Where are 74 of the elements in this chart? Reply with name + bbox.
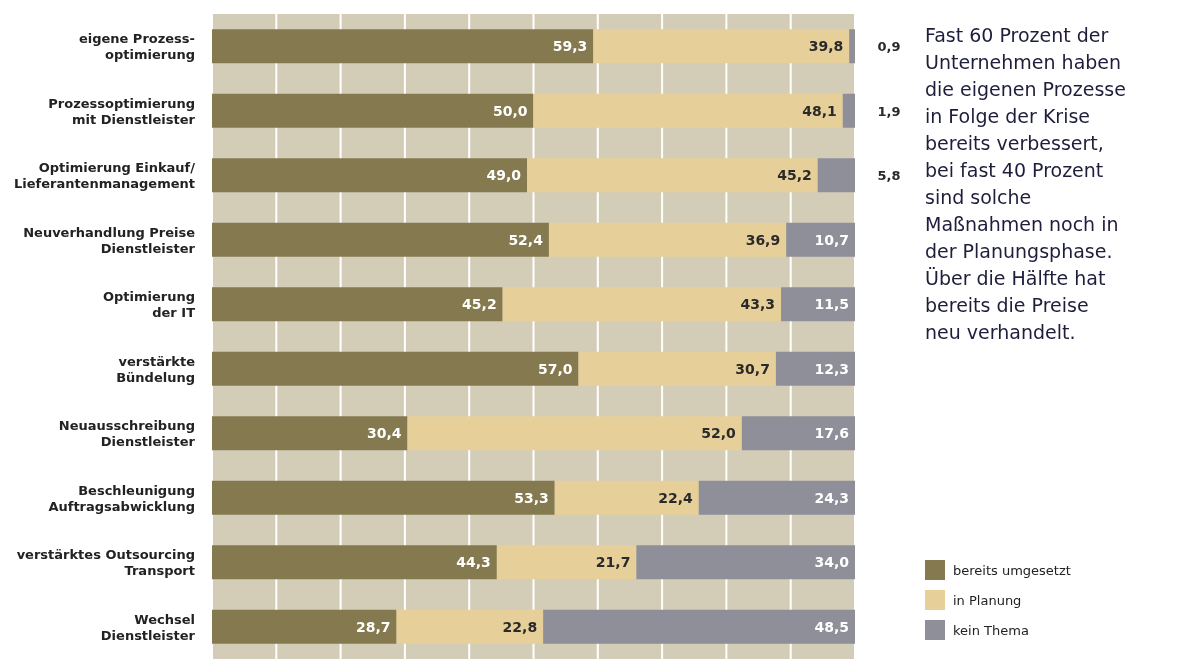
bar <box>543 609 855 644</box>
y-tick-label: Beschleunigung Auftragsabwicklung <box>48 482 195 514</box>
y-tick-label: eigene Prozess- optimierung <box>78 31 195 63</box>
data-label: 59,3 <box>552 38 588 55</box>
data-label: 12,3 <box>814 360 849 377</box>
data-label: 11,5 <box>814 296 849 313</box>
bar <box>533 93 843 128</box>
data-label: 52,0 <box>701 425 737 442</box>
data-label: 28,7 <box>355 618 391 635</box>
legend-label: bereits umgesetzt <box>953 563 1071 578</box>
y-tick-label: Neuverhandlung Preise Dienstleister <box>23 224 196 256</box>
data-label: 17,6 <box>814 425 849 442</box>
data-label: 30,7 <box>735 360 770 377</box>
data-label: 48,5 <box>814 618 849 635</box>
bar <box>212 93 534 128</box>
data-label: 53,3 <box>514 489 549 506</box>
bar <box>775 351 855 386</box>
data-label: 21,7 <box>595 554 631 571</box>
y-tick-label: Optimierung der IT <box>102 289 196 321</box>
data-label: 45,2 <box>777 167 812 184</box>
data-label: 50,0 <box>492 102 528 119</box>
data-label: 36,9 <box>745 231 781 248</box>
legend-label: kein Thema <box>953 623 1029 638</box>
bar <box>396 609 544 644</box>
y-tick-label: Optimierung Einkauf/ Lieferantenmanagement <box>13 160 196 192</box>
data-label: 0,9 <box>877 39 901 55</box>
y-tick-label: Prozessoptimierung mit Dienstleister <box>48 95 196 127</box>
data-label: 45,2 <box>462 296 497 313</box>
bar <box>212 480 555 515</box>
legend-label: in Planung <box>953 593 1022 608</box>
bar <box>698 480 855 515</box>
bar <box>212 222 549 257</box>
data-label: 24,3 <box>814 489 849 506</box>
bar <box>842 93 855 128</box>
bar <box>212 609 397 644</box>
bar <box>212 158 528 193</box>
data-label: 49,0 <box>486 167 522 184</box>
bar <box>548 222 787 257</box>
data-label: 43,3 <box>740 296 776 313</box>
bar <box>578 351 776 386</box>
data-label: 57,0 <box>537 360 573 377</box>
data-label: 1,9 <box>877 103 901 119</box>
bar <box>781 287 855 322</box>
y-tick-label: verstärktes Outsourcing Transport <box>16 547 195 579</box>
bar <box>212 287 503 322</box>
data-label: 34,0 <box>814 554 850 571</box>
data-label: 52,4 <box>508 231 544 248</box>
data-label: 39,8 <box>808 38 844 55</box>
bar <box>527 158 818 193</box>
bar <box>786 222 855 257</box>
bar <box>407 416 742 451</box>
text: Fast 60 Prozent der Unternehmen haben die eigenen Prozesse in Folge der Krise bereits verbessert, bei fast 40 Prozent sind solche Maßnahmen noch in der Planungsphase. Über die Hälfte hat bereits die Preise neu verhandelt. <box>925 24 1126 343</box>
bar <box>212 351 579 386</box>
bar <box>212 545 497 580</box>
y-tick-label: Neuausschreibung Dienstleister <box>58 418 196 450</box>
bar <box>817 158 855 193</box>
data-label: 5,8 <box>877 168 901 184</box>
data-label: 48,1 <box>802 102 837 119</box>
data-label: 22,4 <box>658 489 693 506</box>
data-label: 22,8 <box>502 618 538 635</box>
bar <box>212 416 408 451</box>
bar <box>212 29 594 64</box>
y-tick-label: verstärkte Bündelung <box>116 353 196 385</box>
bar <box>636 545 855 580</box>
data-label: 44,3 <box>456 554 491 571</box>
data-label: 10,7 <box>814 231 849 248</box>
y-tick-label: Wechsel Dienstleister <box>100 611 196 643</box>
bar <box>741 416 855 451</box>
bar <box>496 545 637 580</box>
bar <box>554 480 699 515</box>
bar <box>849 29 855 64</box>
bar <box>593 29 850 64</box>
bar <box>502 287 782 322</box>
data-label: 30,4 <box>366 425 402 442</box>
